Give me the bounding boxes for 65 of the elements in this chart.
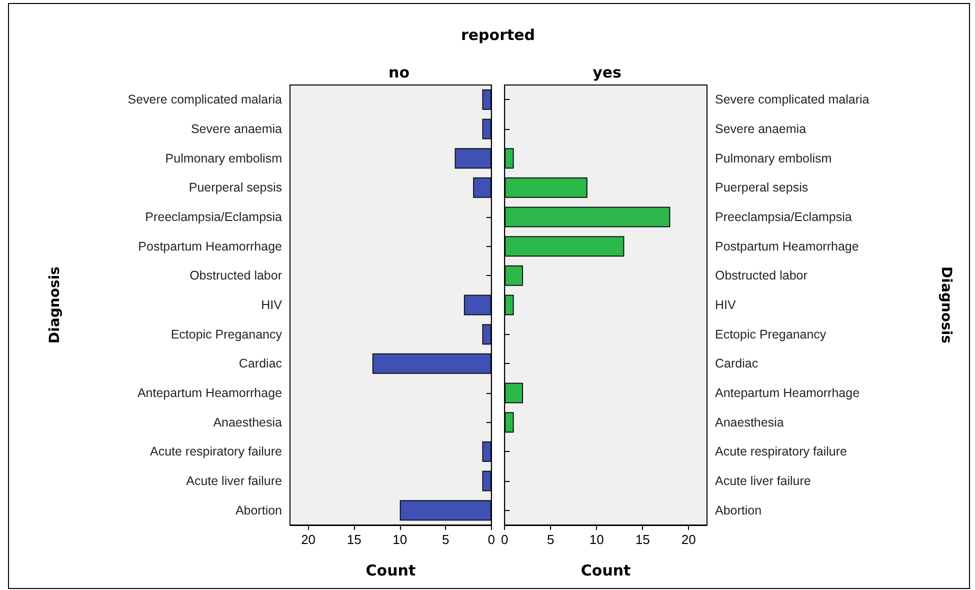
y-tick-label: HIV	[261, 298, 283, 312]
bar	[372, 353, 492, 374]
chart-title: no	[388, 64, 410, 82]
y-tick-label: Severe anaemia	[715, 122, 806, 136]
bar	[482, 324, 492, 345]
x-tick-label: 20	[301, 532, 316, 547]
y-tick-label: Acute liver failure	[715, 474, 811, 488]
x-tick-label: 0	[501, 532, 508, 547]
y-axis-title: Diagnosis	[938, 266, 954, 344]
y-tick-label: Acute respiratory failure	[150, 444, 282, 459]
text: reported	[460, 26, 536, 44]
y-axis-title: Diagnosis	[47, 266, 63, 344]
y-tick-label: Abortion	[235, 503, 282, 518]
x-tick-label: 5	[442, 532, 450, 547]
y-tick-label: Pulmonary embolism	[165, 151, 282, 166]
y-tick-label: Postpartum Heamorrhage	[715, 239, 859, 254]
y-tick-label: Ectopic Preganancy	[715, 327, 827, 342]
bar	[482, 441, 492, 462]
bar	[482, 470, 492, 492]
bar	[454, 148, 492, 169]
x-axis-title: Count	[580, 562, 631, 580]
y-tick-label: Pulmonary embolism	[715, 151, 832, 166]
y-tick-label: Obstructed labor	[190, 268, 282, 283]
x-tick-label: 5	[546, 532, 554, 547]
y-tick-label: Antepartum Heamorrhage	[715, 386, 860, 400]
bar	[504, 412, 514, 433]
bar	[400, 500, 492, 521]
x-tick-label: 0	[488, 532, 495, 547]
y-tick-label: Severe anaemia	[190, 122, 282, 136]
y-tick-label: Preeclampsia/Eclampsia	[715, 210, 852, 224]
bar	[504, 265, 524, 286]
bar	[504, 382, 524, 404]
y-tick-label: Severe complicated malaria	[128, 92, 282, 107]
bar	[504, 236, 624, 257]
y-tick-label: Anaesthesia	[715, 415, 784, 430]
chart-title: yes	[592, 64, 622, 82]
bar	[482, 89, 492, 110]
y-tick-label: Acute respiratory failure	[715, 444, 848, 459]
y-tick-label: Ectopic Preganancy	[170, 327, 283, 342]
y-tick-label: Cardiac	[715, 356, 758, 371]
x-tick-label: 10	[589, 532, 604, 547]
x-tick-label: 10	[392, 532, 408, 547]
x-tick-label: 15	[346, 532, 362, 547]
bar	[482, 118, 492, 140]
x-tick-label: 15	[635, 532, 650, 547]
bar	[504, 177, 588, 198]
y-tick-label: Puerperal sepsis	[188, 180, 282, 195]
bar	[473, 177, 492, 198]
y-tick-label: Anaesthesia	[213, 415, 282, 430]
y-tick-label: Preeclampsia/Eclampsia	[145, 210, 282, 224]
y-tick-label: Cardiac	[238, 356, 282, 371]
y-tick-label: Antepartum Heamorrhage	[137, 386, 282, 400]
y-tick-label: HIV	[715, 298, 736, 312]
x-axis-title: Count	[366, 562, 416, 580]
bar	[504, 294, 514, 316]
y-tick-label: Abortion	[715, 503, 762, 518]
y-tick-label: Obstructed labor	[715, 268, 808, 283]
y-tick-label: Puerperal sepsis	[715, 180, 808, 195]
bar	[504, 206, 670, 228]
bar	[504, 148, 514, 169]
x-tick-label: 20	[681, 532, 696, 547]
y-tick-label: Severe complicated malaria	[715, 92, 870, 107]
bar	[464, 294, 492, 316]
y-tick-label: Postpartum Heamorrhage	[138, 239, 282, 254]
y-tick-label: Acute liver failure	[186, 474, 282, 488]
